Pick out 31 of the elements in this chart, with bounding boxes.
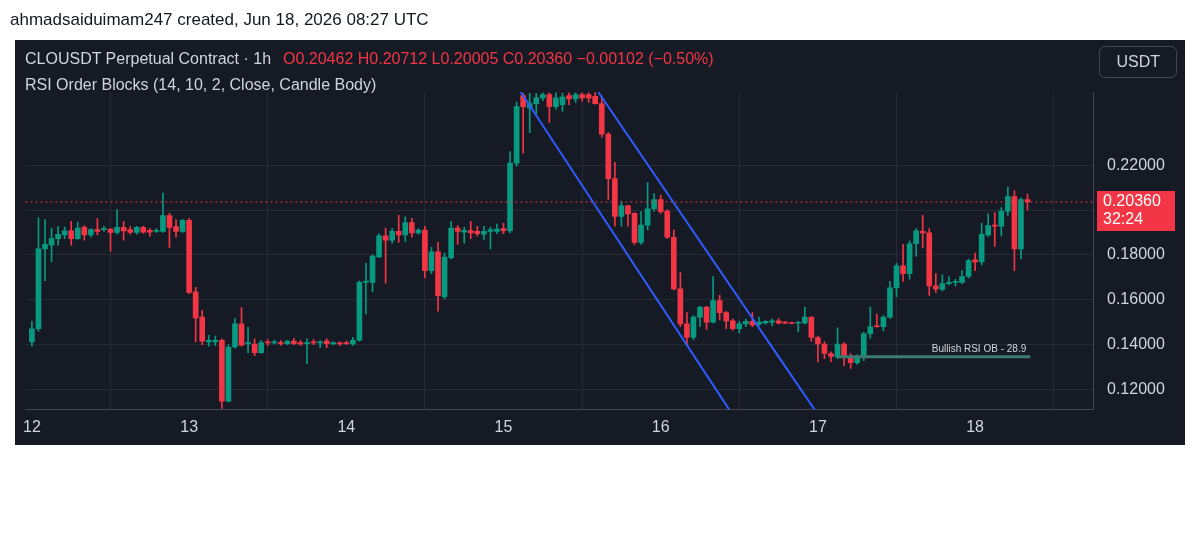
candlestick <box>264 339 271 346</box>
y-tick-label: 0.14000 <box>1107 335 1165 353</box>
candlestick <box>919 215 926 248</box>
chart-subtitle: O0.20462 H0.20712 L0.20005 C0.20360 −0.00102 (−0.50%) <box>283 50 714 67</box>
y-tick-label: 0.18000 <box>1107 245 1165 263</box>
annotation: RSI Order Blocks (14, 10, 2, Close, Candle Body) <box>25 76 377 94</box>
x-tick-label: 12 <box>23 417 41 435</box>
x-tick-label: 13 <box>180 417 199 435</box>
candlestick <box>317 340 323 348</box>
chart-title: CLOUSDT Perpetual Contract · 1h <box>25 50 272 67</box>
y-tick-label: 0.16000 <box>1107 290 1165 308</box>
candlestick <box>304 338 310 364</box>
candlestick <box>114 209 120 235</box>
series-label: Bullish RSI OB - 28.9 <box>931 342 1027 354</box>
candlestick <box>245 326 251 354</box>
ref-line-label: 0.20360 <box>1103 192 1161 210</box>
x-tick-label: 17 <box>809 417 827 435</box>
x-tick-label: 14 <box>337 417 356 435</box>
candlestick <box>932 273 939 293</box>
text: 32:24 <box>1103 210 1144 228</box>
x-tick-label: 16 <box>651 417 670 435</box>
x-tick-label: 15 <box>494 417 513 435</box>
x-tick-label: 18 <box>966 417 985 435</box>
candlestick <box>395 215 402 243</box>
candlestick <box>520 93 526 154</box>
y-tick-label: 0.12000 <box>1107 380 1165 398</box>
candlestick <box>991 212 998 247</box>
text: USDT <box>1099 46 1177 78</box>
y-tick-label: 0.22000 <box>1107 155 1165 173</box>
text: ahmadsaiduimam247 created, Jun 18, 2026 08:27 UTC <box>10 10 429 30</box>
candlestick <box>900 244 906 282</box>
